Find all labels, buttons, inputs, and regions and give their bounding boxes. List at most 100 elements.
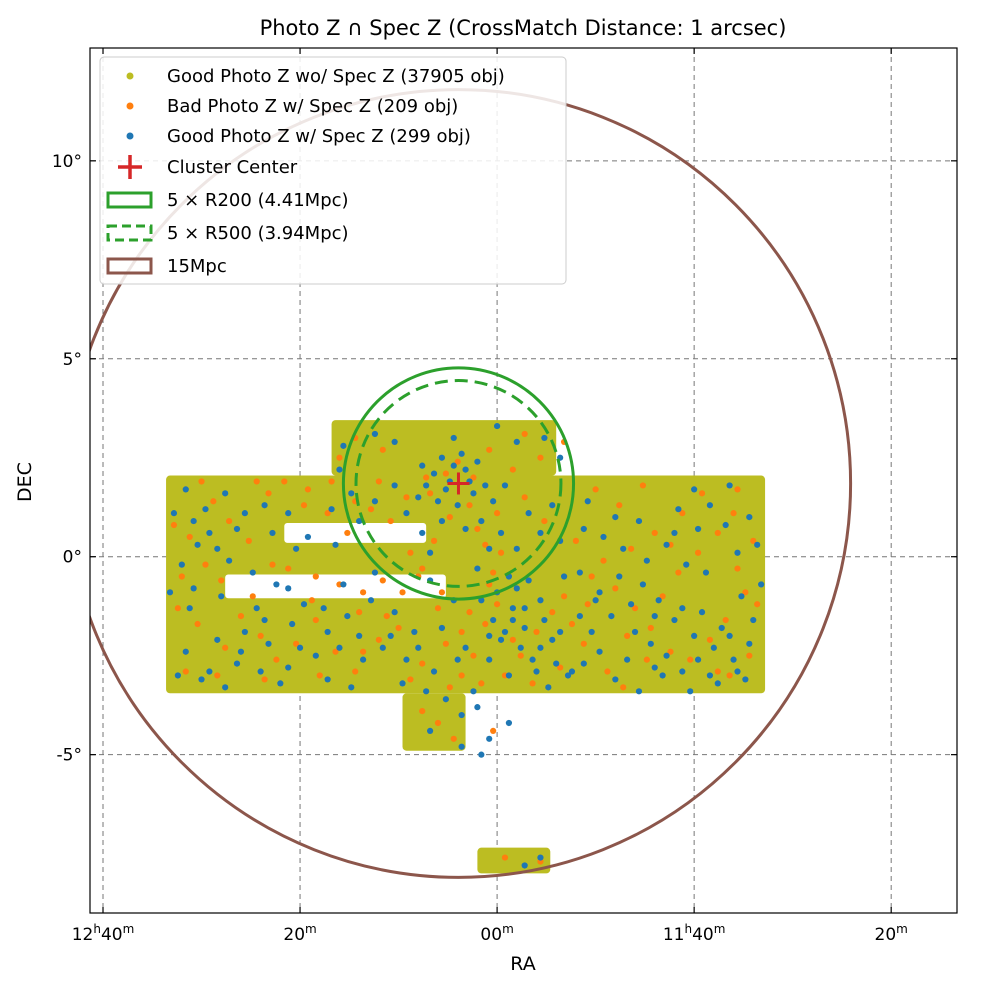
scatter-point bbox=[592, 597, 599, 604]
scatter-point bbox=[434, 498, 442, 505]
scatter-point bbox=[241, 628, 248, 636]
scatter-point bbox=[478, 751, 485, 758]
scatter-point bbox=[687, 656, 694, 663]
scatter-point bbox=[399, 589, 406, 596]
scatter-point bbox=[391, 609, 398, 616]
scatter-point bbox=[474, 565, 481, 572]
scatter-point bbox=[655, 597, 662, 604]
scatter-point bbox=[580, 640, 587, 647]
scatter-point bbox=[639, 581, 647, 588]
scatter-point bbox=[419, 565, 426, 572]
scatter-point bbox=[458, 711, 465, 719]
scatter-point bbox=[486, 656, 493, 663]
scatter-point bbox=[419, 462, 426, 469]
scatter-point bbox=[198, 676, 205, 683]
scatter-point bbox=[356, 609, 363, 616]
scatter-point bbox=[663, 652, 670, 659]
scatter-point bbox=[647, 640, 654, 647]
scatter-point bbox=[190, 517, 197, 525]
scatter-point bbox=[348, 490, 355, 497]
scatter-point bbox=[253, 478, 260, 485]
scatter-point bbox=[557, 664, 564, 671]
scatter-point bbox=[273, 581, 280, 588]
scatter-point bbox=[356, 632, 363, 639]
scatter-point bbox=[383, 612, 390, 620]
scatter-point bbox=[249, 593, 256, 600]
scatter-point bbox=[588, 628, 595, 636]
legend-label: 5 × R200 (4.41Mpc) bbox=[167, 190, 349, 211]
scatter-point bbox=[419, 708, 426, 715]
scatter-point bbox=[726, 482, 733, 489]
scatter-point bbox=[592, 486, 599, 493]
scatter-point bbox=[458, 450, 465, 457]
scatter-point bbox=[289, 620, 296, 628]
scatter-point bbox=[434, 719, 442, 727]
scatter-point bbox=[261, 676, 268, 683]
scatter-point bbox=[734, 668, 741, 675]
scatter-point bbox=[423, 474, 430, 481]
scatter-point bbox=[202, 561, 209, 568]
scatter-point bbox=[206, 668, 213, 675]
scatter-point bbox=[667, 648, 674, 655]
scatter-point bbox=[754, 601, 761, 608]
scatter-point bbox=[265, 640, 272, 647]
scatter-point bbox=[348, 684, 355, 691]
scatter-point bbox=[214, 672, 221, 679]
scatter-point bbox=[226, 557, 233, 564]
scatter-point bbox=[698, 490, 706, 497]
scatter-point bbox=[367, 506, 375, 513]
scatter-point bbox=[596, 648, 603, 655]
scatter-point bbox=[438, 454, 446, 461]
tick-minutes: 20 bbox=[875, 925, 897, 945]
scatter-point bbox=[580, 660, 587, 667]
scatter-point bbox=[738, 593, 745, 600]
scatter-point bbox=[537, 597, 544, 604]
scatter-point bbox=[635, 517, 643, 525]
scatter-point bbox=[474, 458, 481, 465]
legend-marker-box bbox=[106, 191, 153, 209]
scatter-point bbox=[568, 668, 576, 675]
scatter-point bbox=[241, 510, 248, 517]
scatter-point bbox=[257, 632, 264, 639]
scatter-point bbox=[714, 680, 721, 687]
scatter-point bbox=[627, 601, 635, 608]
scatter-point bbox=[458, 628, 465, 636]
scatter-point bbox=[320, 605, 327, 612]
scatter-point bbox=[391, 438, 398, 446]
scatter-point bbox=[576, 569, 583, 576]
scatter-point bbox=[694, 549, 702, 556]
scatter-point bbox=[403, 656, 410, 663]
scatter-point bbox=[501, 482, 509, 489]
scatter-point bbox=[706, 636, 714, 643]
scatter-point bbox=[415, 644, 422, 651]
scatter-point bbox=[746, 514, 753, 521]
scatter-point bbox=[478, 680, 485, 687]
scatter-point bbox=[608, 612, 615, 620]
scatter-point bbox=[387, 632, 394, 639]
scatter-point bbox=[304, 533, 312, 541]
scatter-point bbox=[277, 680, 284, 687]
scatter-point bbox=[600, 533, 607, 541]
scatter-point bbox=[419, 529, 426, 537]
legend-label: 15Mpc bbox=[167, 256, 227, 277]
scatter-point bbox=[249, 569, 256, 576]
scatter-point bbox=[702, 569, 710, 576]
scatter-point bbox=[194, 541, 201, 548]
scatter-point bbox=[300, 502, 308, 509]
tick-minutes: 40 bbox=[692, 925, 714, 945]
scatter-point bbox=[395, 624, 402, 632]
scatter-point bbox=[293, 640, 300, 647]
scatter-point bbox=[671, 529, 678, 537]
scatter-point bbox=[186, 533, 193, 541]
scatter-point bbox=[430, 537, 438, 544]
scatter-point bbox=[501, 628, 509, 636]
scatter-point bbox=[553, 660, 560, 667]
scatter-point bbox=[379, 577, 386, 584]
scatter-point bbox=[371, 498, 379, 505]
scatter-point bbox=[560, 573, 568, 580]
scatter-point bbox=[714, 668, 721, 675]
scatter-point bbox=[446, 684, 453, 691]
scatter-point bbox=[557, 628, 564, 636]
scatter-point bbox=[612, 514, 619, 521]
scatter-point bbox=[482, 620, 489, 628]
